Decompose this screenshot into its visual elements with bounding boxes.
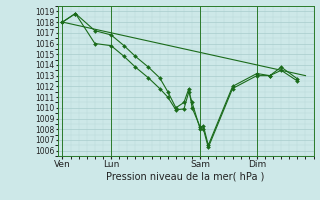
X-axis label: Pression niveau de la mer( hPa ): Pression niveau de la mer( hPa ): [107, 172, 265, 182]
